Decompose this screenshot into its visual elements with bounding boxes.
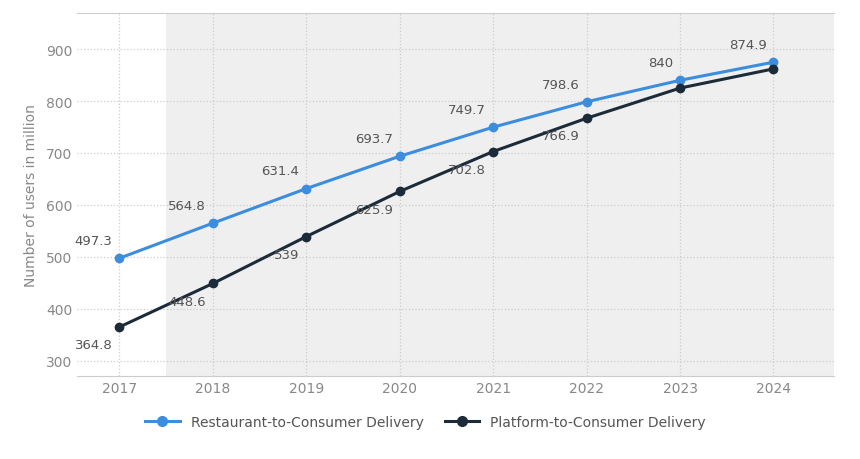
Restaurant-to-Consumer Delivery [581, 100, 592, 105]
Restaurant-to-Consumer Delivery [488, 125, 498, 131]
Platform-to-Consumer Delivery [675, 86, 685, 92]
Restaurant-to-Consumer Delivery [114, 256, 125, 261]
Text: 749.7: 749.7 [448, 104, 486, 117]
Bar [77, 14, 166, 376]
Text: 766.9: 766.9 [542, 130, 580, 143]
Text: 798.6: 798.6 [542, 78, 580, 91]
Text: 840: 840 [648, 57, 673, 70]
Platform-to-Consumer Delivery [488, 150, 498, 155]
Legend: Restaurant-to-Consumer Delivery, Platform-to-Consumer Delivery: Restaurant-to-Consumer Delivery, Platfor… [139, 410, 711, 435]
Line: Platform-to-Consumer Delivery: Platform-to-Consumer Delivery [115, 66, 777, 331]
Text: 539: 539 [274, 248, 299, 261]
Restaurant-to-Consumer Delivery [395, 154, 405, 160]
Text: 364.8: 364.8 [75, 338, 113, 351]
Platform-to-Consumer Delivery [395, 189, 405, 195]
Text: 625.9: 625.9 [355, 203, 393, 216]
Text: 631.4: 631.4 [261, 165, 299, 178]
Platform-to-Consumer Delivery [208, 281, 218, 286]
Text: 497.3: 497.3 [75, 235, 113, 247]
Restaurant-to-Consumer Delivery [675, 78, 685, 84]
Text: 448.6: 448.6 [169, 295, 206, 308]
Text: 693.7: 693.7 [355, 133, 393, 146]
Platform-to-Consumer Delivery [768, 67, 778, 73]
Restaurant-to-Consumer Delivery [301, 186, 311, 192]
Text: 874.9: 874.9 [728, 39, 766, 52]
Platform-to-Consumer Delivery [114, 325, 125, 330]
Platform-to-Consumer Delivery [301, 234, 311, 240]
Restaurant-to-Consumer Delivery [208, 221, 218, 226]
Y-axis label: Number of users in million: Number of users in million [24, 104, 38, 286]
Text: 564.8: 564.8 [169, 200, 206, 213]
Text: 702.8: 702.8 [448, 163, 486, 176]
Platform-to-Consumer Delivery [581, 116, 592, 122]
Restaurant-to-Consumer Delivery [768, 60, 778, 66]
Line: Restaurant-to-Consumer Delivery: Restaurant-to-Consumer Delivery [115, 59, 777, 263]
